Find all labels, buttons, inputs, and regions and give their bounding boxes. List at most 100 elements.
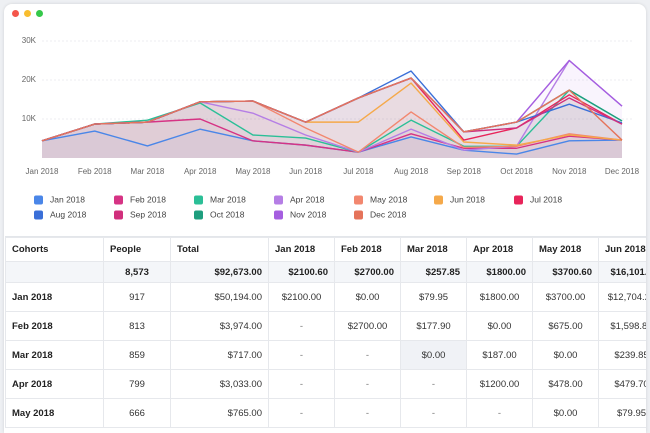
- total-month: $16,101.50: [598, 261, 646, 283]
- cell: $0.00: [334, 282, 401, 312]
- legend-swatch: [274, 195, 283, 205]
- cell: $3,974.00: [170, 311, 269, 341]
- cohort-row: Feb 2018 813 $3,974.00- $2700.00 $177.90 $0.0…: [5, 311, 646, 341]
- cell: $3700.00: [532, 282, 599, 312]
- legend-label: May 2018: [370, 194, 408, 204]
- legend-label: Dec 2018: [370, 209, 407, 219]
- cell: $239.85: [598, 340, 646, 370]
- cell: $0.00: [400, 340, 467, 370]
- y-tick-label: 10K: [22, 114, 37, 123]
- legend-label: Aug 2018: [50, 209, 87, 219]
- cell: 666: [103, 398, 171, 428]
- cell: $0.00: [466, 311, 533, 341]
- cell: $0.00: [532, 340, 599, 370]
- cohort-name: Feb 2018: [5, 311, 104, 341]
- cell: $12,704.20: [598, 282, 646, 312]
- legend-label: Mar 2018: [210, 194, 246, 204]
- column-header: Mar 2018: [400, 237, 467, 262]
- column-header: May 2018: [532, 237, 599, 262]
- cell: $177.90: [400, 311, 467, 341]
- x-tick-label: Oct 2018: [500, 167, 533, 176]
- y-tick-label: 30K: [22, 36, 37, 45]
- cell: -: [334, 369, 401, 399]
- x-tick-label: Feb 2018: [78, 167, 112, 176]
- legend-swatch: [354, 195, 363, 205]
- column-header: Apr 2018: [466, 237, 533, 262]
- cell: $2100.00: [268, 282, 335, 312]
- y-tick-label: 20K: [22, 75, 37, 84]
- cell: $2700.00: [334, 311, 401, 341]
- column-header: Feb 2018: [334, 237, 401, 262]
- window: 10K 20K 30K Jan 2018 Feb 2018 Mar 2018 Apr 201…: [4, 4, 646, 433]
- cohort-name: Jan 2018: [5, 282, 104, 312]
- line: [41, 77, 623, 142]
- cell: -: [268, 369, 335, 399]
- line: [41, 89, 623, 153]
- x-tick-label: Jan 2018: [26, 167, 59, 176]
- legend-swatch: [34, 195, 43, 205]
- total-month: $3700.60: [532, 261, 599, 283]
- legend-label: Nov 2018: [290, 209, 327, 219]
- cell: $765.00: [170, 398, 269, 428]
- cell: $0.00: [532, 398, 599, 428]
- cell: $79.95: [400, 282, 467, 312]
- cell: $1200.00: [466, 369, 533, 399]
- cell: -: [400, 369, 467, 399]
- legend-label: Jul 2018: [530, 194, 562, 204]
- cell: $3,033.00: [170, 369, 269, 399]
- legend-label: Oct 2018: [210, 209, 245, 219]
- cell: $478.00: [532, 369, 599, 399]
- cell: $187.00: [466, 340, 533, 370]
- total-amount: $92,673.00: [170, 261, 269, 283]
- legend-label: Apr 2018: [290, 194, 325, 204]
- total-month: $1800.00: [466, 261, 533, 283]
- x-tick-label: Aug 2018: [394, 167, 429, 176]
- cohort-row: Apr 2018 799 $3,033.00- - - $1200.00 $478.00 $4…: [5, 369, 646, 399]
- maximize-dot[interactable]: [36, 10, 43, 17]
- cell: 859: [103, 340, 171, 370]
- cohort-name: Mar 2018: [5, 340, 104, 370]
- legend-swatch: [434, 195, 443, 205]
- total-people: 8,573: [103, 261, 171, 283]
- column-header: Total: [170, 237, 269, 262]
- column-header: Cohorts: [5, 237, 104, 262]
- total-month: $2100.60: [268, 261, 335, 283]
- cell: -: [268, 311, 335, 341]
- cell: -: [268, 398, 335, 428]
- x-tick-label: Mar 2018: [131, 167, 165, 176]
- cohort-name: May 2018: [5, 398, 104, 428]
- cell: 917: [103, 282, 171, 312]
- x-tick-label: May 2018: [235, 167, 271, 176]
- legend-swatch: [114, 210, 123, 220]
- cohort-name: Apr 2018: [5, 369, 104, 399]
- totals-row: 8,573 $92,673.00 $2100.60 $2700.00 $257.85 $1…: [5, 261, 646, 283]
- cohort-row: May 2018 666 $765.00- - - - $0.00 $79.95: [5, 398, 646, 428]
- cell: $479.70: [598, 369, 646, 399]
- legend-label: Jun 2018: [450, 194, 485, 204]
- cell: -: [334, 398, 401, 428]
- cell: 813: [103, 311, 171, 341]
- x-tick-label: Apr 2018: [184, 167, 217, 176]
- chart: 10K 20K 30K Jan 2018 Feb 2018 Mar 2018 Apr 201…: [22, 36, 640, 220]
- legend-swatch: [274, 210, 283, 220]
- cell: $79.95: [598, 398, 646, 428]
- cell: $1800.00: [466, 282, 533, 312]
- cell: -: [268, 340, 335, 370]
- legend-swatch: [34, 210, 43, 220]
- column-header: Jun 2018: [598, 237, 646, 262]
- close-dot[interactable]: [12, 10, 19, 17]
- cell: -: [334, 340, 401, 370]
- cell: $675.00: [532, 311, 599, 341]
- totals-label: [5, 261, 104, 283]
- column-header: Jan 2018: [268, 237, 335, 262]
- cell: $50,194.00: [170, 282, 269, 312]
- cell: 799: [103, 369, 171, 399]
- legend-swatch: [194, 210, 203, 220]
- table: Cohorts People Total Jan 2018 Feb 2018 Mar 20…: [5, 237, 646, 428]
- x-tick-label: Jul 2018: [343, 167, 374, 176]
- cohort-table: Cohorts People Total Jan 2018 Feb 2018 Mar 20…: [5, 236, 646, 433]
- x-tick-label: Nov 2018: [552, 167, 587, 176]
- x-tick-label: Jun 2018: [289, 167, 322, 176]
- minimize-dot[interactable]: [24, 10, 31, 17]
